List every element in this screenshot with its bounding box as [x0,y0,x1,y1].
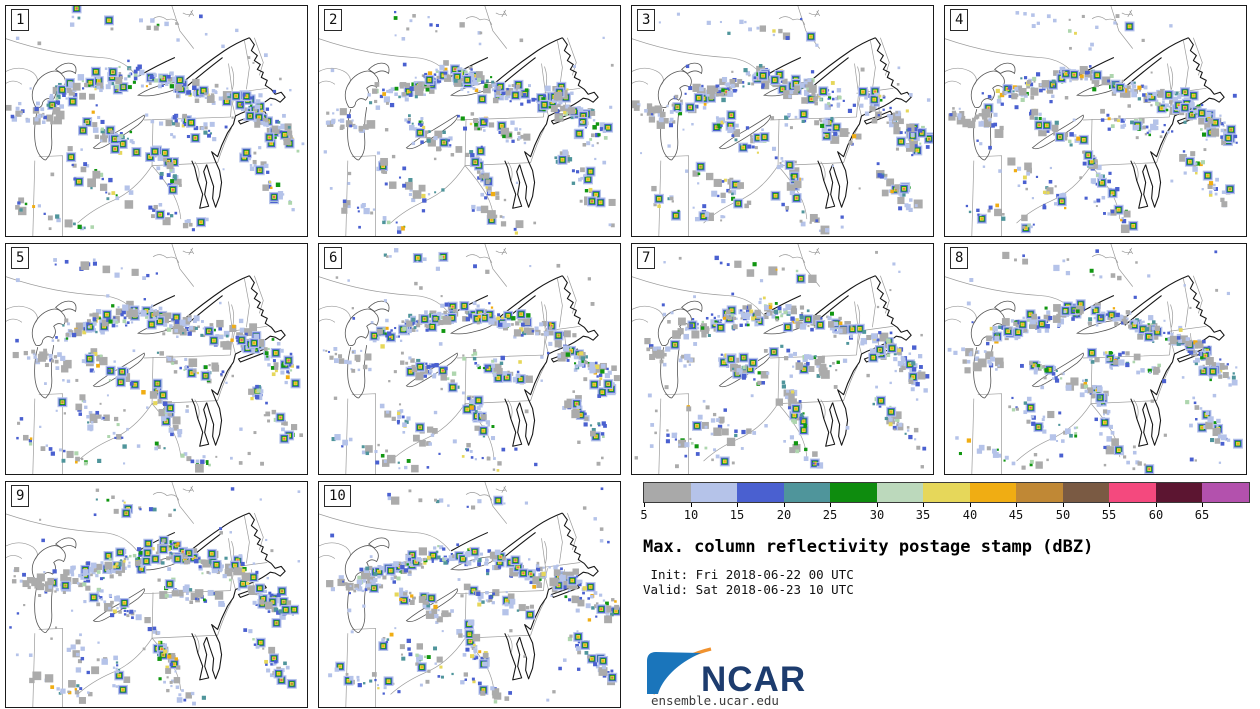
reflectivity-colorbar [643,482,1250,503]
colorbar-segment [737,483,784,502]
colorbar-segment [969,483,1017,502]
member-number: 6 [324,247,343,269]
ensemble-panel: 5 [5,243,308,475]
reflectivity-map [632,244,930,474]
colorbar-tick [1016,503,1017,507]
member-number: 5 [11,247,30,269]
colorbar-segment [1062,483,1110,502]
reflectivity-map [319,482,620,707]
ensemble-url: ensemble.ucar.edu [651,693,779,708]
member-number: 1 [11,9,30,31]
colorbar-tick-label: 5 [640,508,648,522]
colorbar-tick-label: 55 [1101,508,1117,522]
reflectivity-map [319,244,620,474]
colorbar-segment [1016,483,1063,502]
colorbar-tick-label: 65 [1194,508,1210,522]
member-number: 3 [637,9,656,31]
member-number: 2 [324,9,343,31]
reflectivity-map [6,244,304,474]
colorbar-tick-label: 40 [962,508,978,522]
member-number: 8 [950,247,969,269]
member-number: 7 [637,247,656,269]
colorbar-segment [644,483,691,502]
colorbar-tick [830,503,831,507]
colorbar-tick [877,503,878,507]
colorbar-tick-label: 60 [1148,508,1164,522]
colorbar-tick [644,503,645,507]
colorbar-segment [690,483,738,502]
ensemble-panel: 2 [318,5,621,237]
colorbar-segment [1109,483,1156,502]
reflectivity-map [945,6,1238,236]
colorbar-tick [1063,503,1064,507]
ncar-logo: NCAR [647,647,806,695]
colorbar-tick [1202,503,1203,507]
colorbar-tick-label: 20 [776,508,792,522]
member-number: 10 [324,485,351,507]
valid-time: Valid: Sat 2018-06-23 10 UTC [643,582,854,597]
ensemble-panel: 9 [5,481,308,708]
reflectivity-map [632,6,933,236]
colorbar-tick [970,503,971,507]
colorbar-segment [1155,483,1203,502]
colorbar-tick [923,503,924,507]
colorbar-tick-label: 35 [915,508,931,522]
member-number: 4 [950,9,969,31]
logo-swoosh [647,652,701,694]
colorbar-tick [737,503,738,507]
legend-block: 5 10 15 20 25 30 35 40 45 50 55 60 65 Max. column re… [640,481,1253,709]
colorbar-segment [830,483,877,502]
ensemble-panel: 3 [631,5,934,237]
colorbar-tick-label: 45 [1008,508,1024,522]
colorbar-tick-label: 10 [683,508,699,522]
colorbar-tick-label: 15 [729,508,745,522]
ensemble-panel: 6 [318,243,621,475]
ensemble-panel: 8 [944,243,1247,475]
colorbar-tick-label: 50 [1055,508,1071,522]
reflectivity-map [6,6,305,236]
member-number: 9 [11,485,30,507]
init-time: Init: Fri 2018-06-22 00 UTC [643,567,854,582]
reflectivity-map [319,6,616,236]
colorbar-segment [1202,483,1249,502]
ensemble-panel: 1 [5,5,308,237]
colorbar-tick [1109,503,1110,507]
colorbar-tick [691,503,692,507]
ensemble-panel: 7 [631,243,934,475]
colorbar-tick-label: 25 [822,508,838,522]
colorbar-tick [784,503,785,507]
logo-text: NCAR [701,660,806,695]
colorbar-segment [876,483,924,502]
ensemble-panel: 10 [318,481,621,708]
colorbar-tick [1156,503,1157,507]
colorbar-segment [783,483,831,502]
colorbar-tick-label: 30 [869,508,885,522]
figure-title: Max. column reflectivity postage stamp (… [643,537,1094,557]
colorbar-segment [923,483,970,502]
ensemble-panel: 4 [944,5,1247,237]
reflectivity-map [6,482,301,707]
reflectivity-map [945,244,1243,474]
